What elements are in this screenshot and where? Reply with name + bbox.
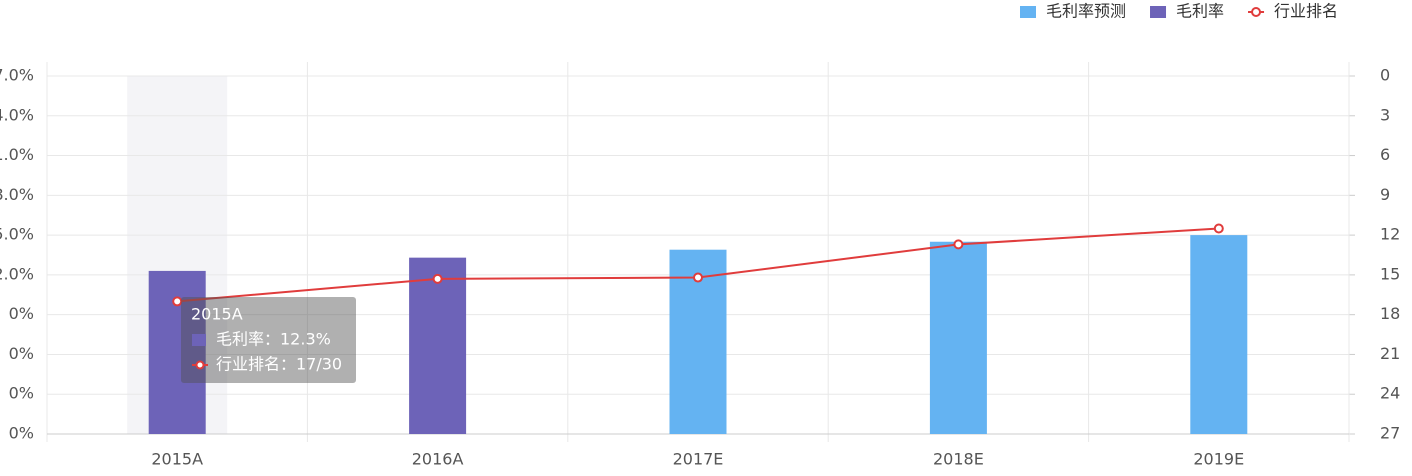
bar bbox=[1190, 235, 1248, 434]
x-tick-label: 2018E bbox=[933, 450, 984, 469]
legend-label: 行业排名 bbox=[1274, 2, 1338, 21]
tooltip-title: 2015A bbox=[191, 305, 243, 324]
tooltip-box bbox=[181, 297, 356, 383]
y-tick-label: 0% bbox=[9, 424, 34, 443]
y2-tick-label: 27 bbox=[1380, 424, 1400, 443]
point bbox=[953, 239, 964, 250]
y-tick-label: 2.0% bbox=[0, 264, 34, 283]
legend-label: 毛利率 bbox=[1176, 2, 1224, 21]
y-tick-label: 4.0% bbox=[0, 105, 34, 124]
y2-tick-label: 12 bbox=[1380, 225, 1400, 244]
y-tick-label: 1.0% bbox=[0, 145, 34, 164]
point bbox=[1213, 223, 1224, 234]
y2-tick-label: 15 bbox=[1380, 264, 1400, 283]
point bbox=[693, 272, 703, 283]
tooltip-row: 行业排名：17/30 bbox=[216, 355, 342, 374]
y-tick-label: 8.0% bbox=[0, 185, 34, 204]
point bbox=[432, 273, 443, 284]
y2-tick-label: 6 bbox=[1380, 145, 1390, 164]
y2-tick-label: 9 bbox=[1380, 185, 1390, 204]
y-tick-label: 0% bbox=[9, 304, 34, 323]
y2-tick-label: 21 bbox=[1380, 344, 1400, 363]
legend-label: 毛利率预测 bbox=[1046, 2, 1126, 21]
x-tick-label: 2019E bbox=[1193, 450, 1244, 469]
x-tick-label: 2017E bbox=[673, 450, 724, 469]
y-tick-label: 0% bbox=[9, 344, 34, 363]
point bbox=[172, 296, 183, 307]
bar bbox=[409, 257, 467, 434]
y-tick-label: 0% bbox=[9, 384, 34, 403]
y2-tick-label: 3 bbox=[1380, 105, 1390, 124]
tooltip: 2015A 毛利率：12.3% 行业排名：17/30 bbox=[181, 297, 356, 383]
legend-swatch bbox=[1150, 6, 1167, 18]
bar bbox=[929, 241, 987, 434]
tooltip-row: 毛利率：12.3% bbox=[216, 330, 331, 349]
y2-tick-label: 0 bbox=[1380, 66, 1390, 85]
tooltip-marker bbox=[195, 360, 205, 370]
tooltip-swatch bbox=[192, 334, 206, 346]
y-tick-label: 5.0% bbox=[0, 225, 34, 244]
y2-tick-label: 24 bbox=[1380, 384, 1400, 403]
legend-swatch bbox=[1020, 6, 1036, 18]
y-tick-label: 7.0% bbox=[0, 66, 34, 85]
legend-marker bbox=[1251, 7, 1262, 17]
x-tick-label: 2016A bbox=[412, 450, 464, 469]
x-tick-label: 2015A bbox=[151, 450, 203, 469]
y2-tick-label: 18 bbox=[1380, 304, 1400, 323]
